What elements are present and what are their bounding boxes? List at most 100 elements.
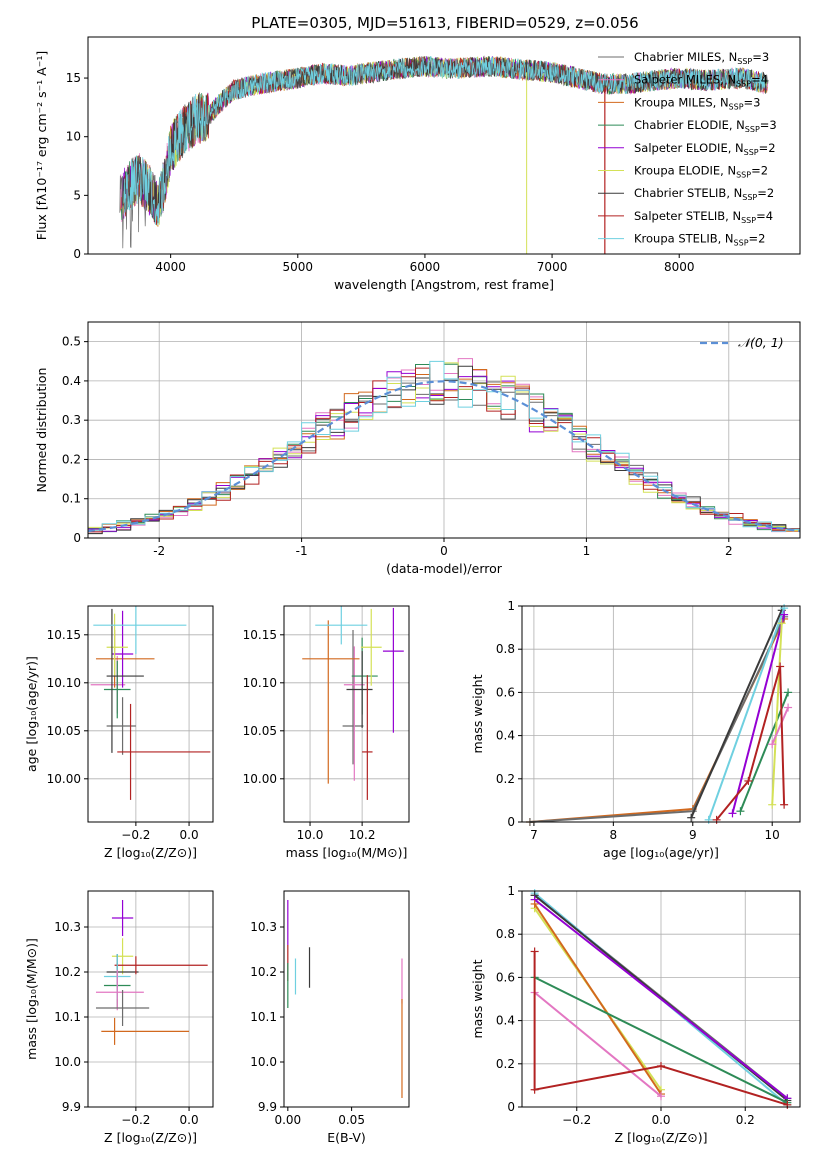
y-tick-label: 10.00 [243,772,277,786]
age-vs-Z-points [90,606,211,800]
plus-marker [530,1085,539,1094]
weight-vs-age-axes: 7 8 9 10 0 0.2 0.4 0.6 0.8 1 age [log₁₀(age/yr)] ma… [470,599,800,860]
y-tick-label: 10.0 [54,1055,81,1069]
weight-vs-Z-frame [521,890,801,1108]
x-tick-label: 0.0 [180,828,199,842]
y-tick-label: 0.2 [496,772,515,786]
errorbar-point [103,660,131,719]
legend-entry: Chabrier STELIB, NSSP=2 [634,186,774,202]
errorbar-point [302,620,360,784]
legend-entry: 𝒩(0, 1) [738,335,784,350]
x-tick-label: 0.00 [274,1113,301,1127]
y-tick-label: 10.2 [54,965,81,979]
x-tick-label: 0.05 [338,1113,365,1127]
spectrum-ylabel: Flux [fλ10⁻¹⁷ erg cm⁻² s⁻¹ A⁻¹] [34,51,49,240]
weight-series-1 [533,991,662,1097]
y-tick-label: 10 [66,130,81,144]
errorbar-point [111,900,134,936]
mass-vs-Z-xlabel: Z [log₁₀(Z/Z⊙)] [104,1130,197,1145]
age-vs-mass-axes: 10.0 10.2 10.00 10.05 10.10 10.15 mass [log₁₀(… [243,606,409,860]
plus-marker [784,688,793,697]
y-tick-label: 0.6 [496,970,515,984]
errorbar-point [114,956,208,975]
errorbar-point [95,969,144,1011]
y-tick-label: 10.3 [54,920,81,934]
x-tick-label: 7 [530,828,538,842]
weight-series-8 [707,607,786,821]
plus-marker [744,776,753,785]
spectrum-lines [119,55,769,254]
legend-entry: Salpeter STELIB, NSSP=4 [634,209,773,225]
y-tick-label: 10.00 [47,772,81,786]
y-tick-label: 9.9 [62,1100,81,1114]
errorbar-point [111,938,134,975]
y-tick-label: 0 [507,1100,515,1114]
plus-marker [704,815,713,824]
weight-series-2 [533,903,662,1095]
y-tick-label: 0.1 [62,492,81,506]
plus-marker [712,815,721,824]
plus-marker [657,1061,665,1070]
age-vs-Z-xlabel: Z [log₁₀(Z/Z⊙)] [104,845,197,860]
legend-entry: Salpeter ELODIE, NSSP=2 [634,141,776,157]
spectrum-legend: Chabrier MILES, NSSP=3 Salpeter MILES, NS… [598,50,777,248]
y-tick-label: 0.6 [496,685,515,699]
y-tick-label: 10.1 [54,1010,81,1024]
histograms [88,358,800,536]
plus-marker [780,800,789,809]
x-tick-label: −0.2 [121,828,150,842]
errorbar-point [101,1017,190,1045]
errorbar-point [346,651,373,728]
y-tick-label: 10.10 [243,676,277,690]
plus-marker [784,703,793,712]
mass-vs-EBV-axes: 0.00 0.05 9.9 10.0 10.1 10.2 10.3 E(B-V) [250,920,366,1145]
x-tick-label: 0.2 [736,1113,755,1127]
errorbar-point [95,630,155,688]
mass-vs-Z-frame [87,890,214,1108]
errorbar-point [343,646,365,781]
plus-marker [687,813,696,822]
plus-marker [777,619,786,628]
weight-vs-Z-lines [530,889,792,1109]
x-tick-label: 0 [440,544,448,558]
x-tick-label: -1 [296,544,308,558]
errorbar-point [360,608,382,686]
errorbar-point [351,637,378,715]
plus-marker [768,740,777,749]
errorbar-point [90,655,126,714]
y-tick-label: 10.0 [250,1055,277,1069]
x-tick-label: -2 [153,544,165,558]
mass-vs-EBV-points [287,900,403,1098]
errorbar-point [342,630,364,765]
legend-entry: Chabrier MILES, NSSP=3 [634,50,769,66]
age-vs-Z-ylabel: age [log₁₀(age/yr)] [24,656,39,772]
legend-entry: Kroupa MILES, NSSP=3 [634,95,760,111]
plus-marker [780,610,789,619]
plus-marker [728,809,737,818]
mass-vs-Z-ylabel: mass [log₁₀(M/M⊙)] [24,938,39,1060]
y-tick-label: 0.4 [62,374,81,388]
legend-entry: Kroupa ELODIE, NSSP=2 [634,164,768,180]
weight-series-6 [690,609,783,819]
age-vs-mass-points [302,606,404,800]
spectrum-xlabel: wavelength [Angstrom, rest frame] [334,277,554,292]
y-tick-label: 0.4 [496,729,515,743]
y-tick-label: 0.8 [496,642,515,656]
age-vs-Z-frame [87,605,214,823]
errorbar-point [95,990,150,1026]
x-tick-label: −0.2 [562,1113,591,1127]
weight-vs-age-xlabel: age [log₁₀(age/yr)] [603,845,719,860]
weight-series-3 [534,976,788,1104]
y-tick-label: 0.8 [496,927,515,941]
age-vs-mass-xlabel: mass [log₁₀(M/M⊙)] [286,845,408,860]
plus-marker [657,1092,665,1101]
x-tick-label: 7000 [537,260,568,274]
weight-series-7 [715,666,786,821]
spectrum-series-6 [122,56,767,223]
weight-vs-Z-ylabel: mass weight [470,959,485,1038]
age-vs-Z-axes: −0.2 0.0 10.00 10.05 10.10 10.15 Z [log₁₀(Z/Z⊙… [24,606,213,860]
y-tick-label: 0 [507,815,515,829]
x-tick-label: 0.0 [651,1113,670,1127]
errorbar-point [315,606,368,645]
